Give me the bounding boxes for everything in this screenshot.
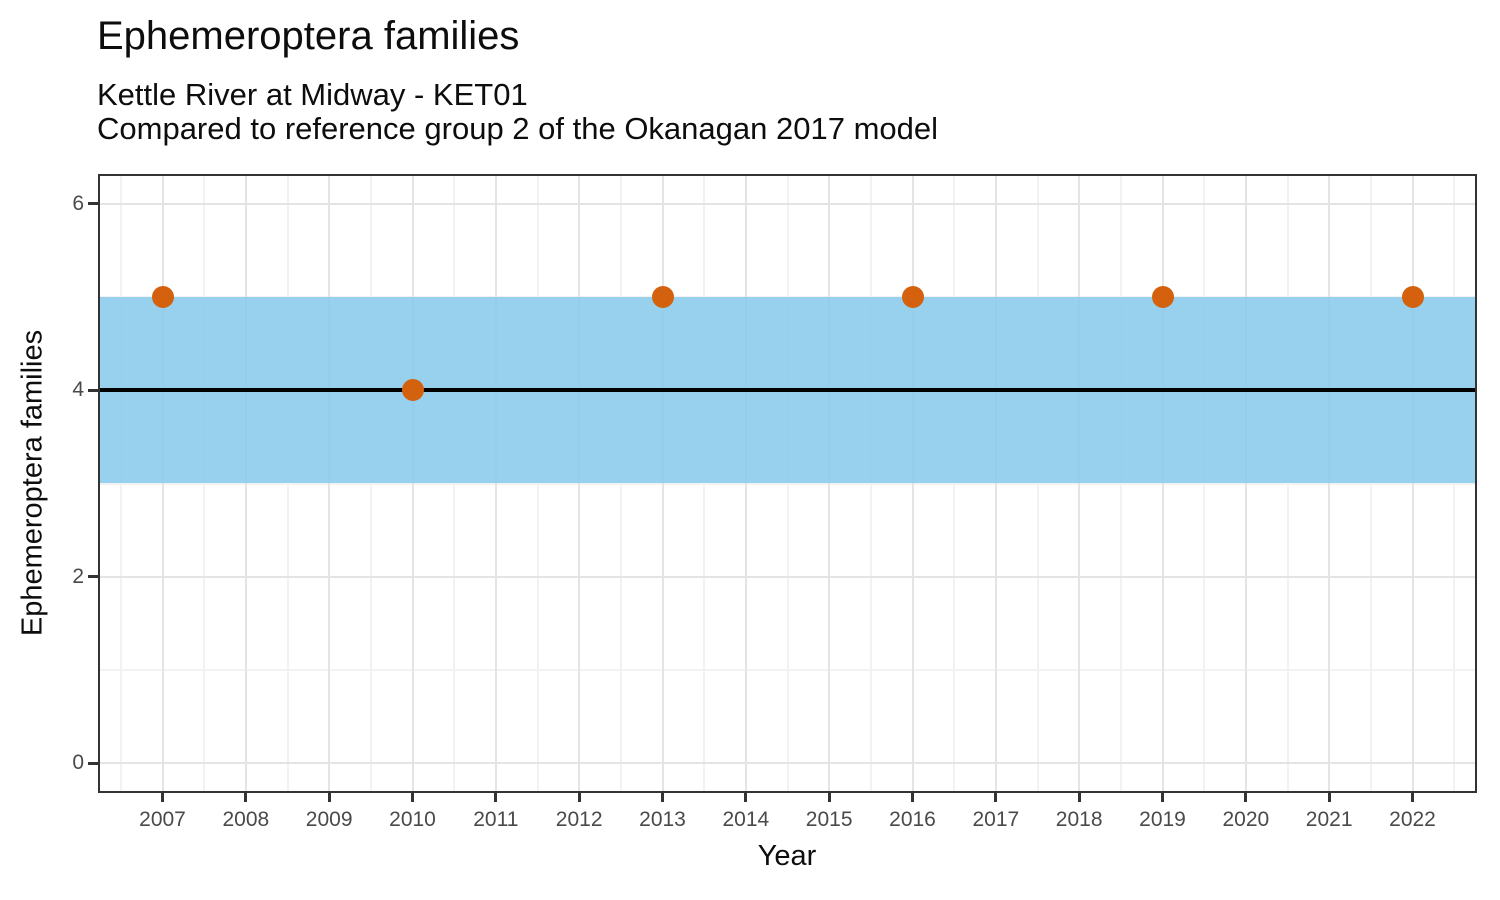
data-point bbox=[1401, 286, 1424, 309]
x-tick-mark bbox=[1327, 793, 1331, 802]
major-gridline-x bbox=[328, 176, 331, 791]
chart-subtitle-line2: Compared to reference group 2 of the Oka… bbox=[97, 111, 938, 146]
data-point bbox=[401, 379, 424, 402]
x-tick-label: 2016 bbox=[889, 808, 936, 831]
x-tick-mark bbox=[994, 793, 998, 802]
x-tick-mark bbox=[244, 793, 248, 802]
x-tick-mark bbox=[1411, 793, 1414, 802]
x-tick-label: 2018 bbox=[1055, 808, 1103, 831]
x-tick-label: 2007 bbox=[139, 808, 186, 831]
y-tick-label: 6 bbox=[72, 191, 84, 215]
x-tick-mark bbox=[744, 793, 748, 802]
major-gridline-x bbox=[161, 176, 164, 791]
x-tick-label: 2014 bbox=[722, 808, 770, 831]
minor-gridline-y bbox=[100, 668, 1475, 671]
x-tick-mark bbox=[494, 793, 498, 802]
x-tick-mark bbox=[827, 793, 831, 802]
major-gridline-x bbox=[911, 176, 914, 791]
major-gridline-y bbox=[100, 202, 1475, 205]
y-tick-label: 2 bbox=[72, 564, 84, 588]
major-gridline-x bbox=[494, 176, 497, 791]
x-tick-label: 2009 bbox=[305, 808, 353, 831]
x-tick-label: 2013 bbox=[639, 808, 686, 831]
x-axis-title: Year bbox=[757, 840, 817, 872]
x-tick-label: 2019 bbox=[1139, 808, 1186, 831]
y-axis-title: Ephemeroptera families bbox=[16, 329, 49, 637]
y-tick-mark bbox=[88, 575, 98, 579]
x-tick-mark bbox=[577, 793, 581, 802]
y-tick-mark bbox=[88, 388, 98, 392]
x-tick-mark bbox=[911, 793, 914, 802]
data-point bbox=[1151, 286, 1174, 309]
y-tick-label: 0 bbox=[72, 751, 84, 775]
y-tick-mark bbox=[88, 202, 98, 206]
x-tick-label: 2020 bbox=[1222, 808, 1270, 831]
x-tick-label: 2021 bbox=[1305, 808, 1353, 831]
major-gridline-x bbox=[744, 176, 747, 791]
x-tick-label: 2017 bbox=[972, 808, 1020, 831]
x-tick-label: 2010 bbox=[389, 808, 436, 831]
major-gridline-x bbox=[244, 176, 247, 791]
major-gridline-x bbox=[1328, 176, 1331, 791]
data-point bbox=[901, 286, 924, 309]
data-point bbox=[151, 286, 174, 309]
x-tick-mark bbox=[1244, 793, 1248, 802]
x-tick-label: 2022 bbox=[1389, 808, 1436, 831]
minor-gridline-y bbox=[100, 482, 1475, 485]
major-gridline-x bbox=[1244, 176, 1247, 791]
x-tick-mark bbox=[161, 793, 164, 802]
major-gridline-x bbox=[1161, 176, 1164, 791]
major-gridline-x bbox=[578, 176, 581, 791]
major-gridline-x bbox=[828, 176, 831, 791]
major-gridline-x bbox=[1411, 176, 1414, 791]
x-tick-label: 2015 bbox=[805, 808, 853, 831]
plot-panel bbox=[98, 174, 1477, 793]
chart-title: Ephemeroptera families bbox=[97, 14, 520, 58]
x-tick-mark bbox=[411, 793, 414, 802]
x-tick-mark bbox=[1077, 793, 1081, 802]
chart-subtitle: Kettle River at Midway - KET01 Compared … bbox=[97, 78, 938, 146]
x-tick-mark bbox=[661, 793, 664, 802]
y-tick-label: 4 bbox=[72, 378, 84, 402]
data-point bbox=[651, 286, 674, 309]
x-tick-label: 2008 bbox=[222, 808, 270, 831]
reference-line bbox=[100, 388, 1475, 393]
major-gridline-x bbox=[1078, 176, 1081, 791]
y-tick-mark bbox=[88, 761, 98, 765]
chart-subtitle-line1: Kettle River at Midway - KET01 bbox=[97, 77, 528, 112]
major-gridline-x bbox=[994, 176, 997, 791]
major-gridline-y bbox=[100, 762, 1475, 765]
major-gridline-x bbox=[411, 176, 414, 791]
x-tick-mark bbox=[327, 793, 331, 802]
major-gridline-x bbox=[661, 176, 664, 791]
x-tick-label: 2012 bbox=[555, 808, 603, 831]
major-gridline-y bbox=[100, 575, 1475, 578]
x-tick-mark bbox=[1161, 793, 1164, 802]
x-tick-label: 2011 bbox=[473, 808, 519, 831]
